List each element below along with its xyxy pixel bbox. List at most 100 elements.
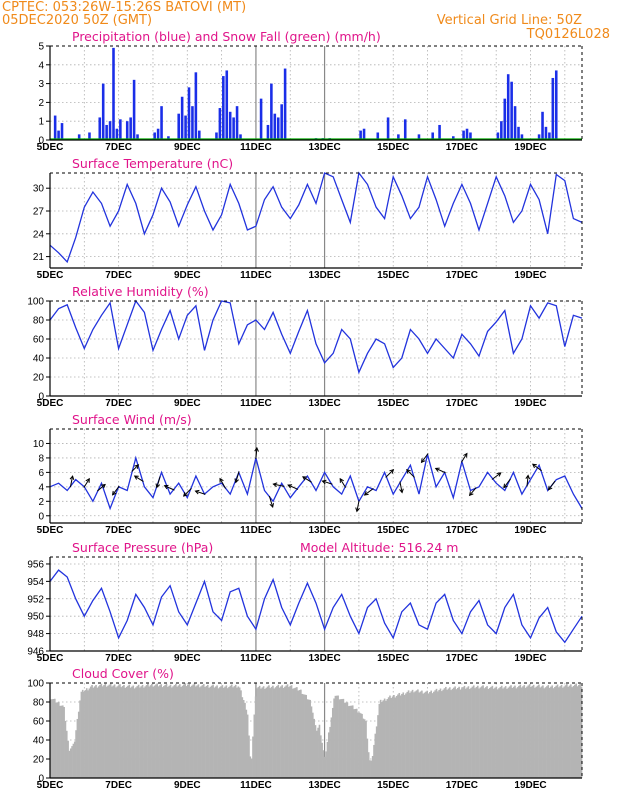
x-tick-label: 13DEC <box>308 525 340 536</box>
cloud-bar <box>478 688 480 778</box>
cloud-bar <box>474 688 476 778</box>
wind-arrow-head <box>496 472 502 477</box>
wind-arrow <box>503 478 511 489</box>
cloud-bar <box>244 702 246 778</box>
cloud-bar <box>91 684 93 778</box>
precip-bar <box>119 119 122 140</box>
cloud-bar <box>59 705 61 778</box>
cloud-bar <box>95 685 97 778</box>
cloud-bar <box>232 687 234 778</box>
cloud-bar <box>528 684 531 778</box>
cloud-bar <box>96 687 99 778</box>
x-tick-label: 17DEC <box>446 142 478 153</box>
cloud-bar <box>357 712 359 778</box>
precip-bar <box>510 81 513 140</box>
cloud-bar <box>559 686 562 778</box>
cloud-bar <box>65 730 68 778</box>
cloud-bar <box>238 687 241 778</box>
x-tick-label: 9DEC <box>174 653 201 664</box>
precip-bar <box>544 126 548 140</box>
precip-bar <box>235 106 239 140</box>
wind-arrow-head <box>302 476 307 481</box>
cloud-bar <box>254 696 257 778</box>
cloud-bar <box>282 687 285 778</box>
cloud-bar <box>349 705 351 778</box>
x-tick-label: 11DEC <box>240 653 272 664</box>
cloud-bar <box>97 686 100 778</box>
cloud-bar <box>479 687 482 778</box>
cloud-bar <box>362 718 365 778</box>
wind-arrow-shaft <box>134 475 144 482</box>
cloud-bar <box>442 689 444 778</box>
cloud-bar <box>566 684 568 778</box>
precip-bar <box>280 104 283 140</box>
precip-bar <box>270 83 273 140</box>
cloud-bar <box>347 706 350 778</box>
cloud-bar <box>514 685 516 778</box>
cloud-bar <box>543 688 546 778</box>
cloud-bar <box>532 684 535 778</box>
wind-arrow-head <box>525 474 531 480</box>
cloud-bar <box>387 697 390 778</box>
cloud-bar <box>304 694 306 778</box>
cloud-bar <box>538 684 540 778</box>
y-tick-label: 0 <box>38 511 44 522</box>
x-tick-label: 13DEC <box>308 270 340 281</box>
x-tick-label: 15DEC <box>377 398 409 409</box>
y-tick-label: 5 <box>38 42 44 53</box>
cloud-bar <box>323 756 326 778</box>
cloud-bar <box>483 688 486 778</box>
cloud-bar <box>390 698 393 778</box>
cloud-bar <box>316 730 318 778</box>
precip-bar <box>517 126 520 140</box>
cloud-bar <box>518 685 520 778</box>
cloud-bar <box>248 735 250 778</box>
precip-bar <box>273 113 277 140</box>
x-tick-label: 19DEC <box>514 270 546 281</box>
cloud-bar <box>260 688 262 778</box>
precip-bar <box>438 124 441 140</box>
cloud-bar <box>242 700 245 778</box>
wind-arrow-head <box>406 468 411 474</box>
cloud-bar <box>389 695 391 778</box>
wind-arrow-head <box>503 483 508 489</box>
cloud-bar <box>179 684 181 778</box>
cloud-bar <box>366 738 369 778</box>
wind-arrow-shaft <box>112 485 120 496</box>
cloud-bar <box>197 684 200 778</box>
cloud-bar <box>470 687 472 778</box>
cloud-bar <box>159 685 161 778</box>
cloud-bar <box>524 687 527 778</box>
wind-arrow <box>434 467 446 474</box>
cloud-bar <box>422 693 425 778</box>
cloud-bar <box>560 684 563 778</box>
cloud-bar <box>87 690 89 778</box>
cloud-bar <box>221 685 224 778</box>
cloud-bar <box>163 686 165 778</box>
cloud-bar <box>101 686 104 778</box>
x-tick-label: 13DEC <box>308 653 340 664</box>
cloud-bar <box>270 686 273 778</box>
wind-arrow <box>111 485 120 496</box>
cloud-bar <box>286 684 289 778</box>
x-tick-label: 15DEC <box>377 142 409 153</box>
cloud-bar <box>192 684 194 778</box>
cloud-bar <box>92 687 95 778</box>
cloud-bar <box>350 705 353 778</box>
precip-bar <box>60 123 64 140</box>
precip-bar <box>232 117 235 140</box>
wind-arrow-head <box>434 467 440 472</box>
x-tick-label: 15DEC <box>377 525 409 536</box>
wind-arrow <box>194 489 206 495</box>
wind-arrow <box>363 488 374 496</box>
precip-bar <box>225 70 229 140</box>
cloud-bar <box>322 750 325 778</box>
cloud-bar <box>369 760 371 778</box>
cloud-bar <box>327 732 330 778</box>
cloud-bar <box>288 687 290 778</box>
precip-bar <box>554 70 558 140</box>
cloud-bar <box>562 687 564 778</box>
wind-arrow-head <box>463 452 468 458</box>
wind-arrow-shaft <box>69 476 74 488</box>
